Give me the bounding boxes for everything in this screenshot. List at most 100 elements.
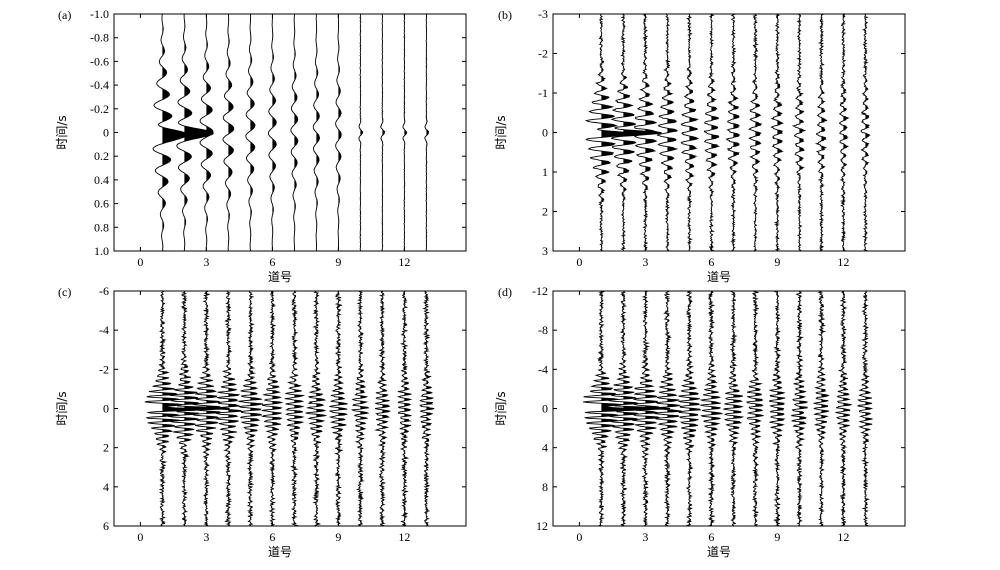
traces (152, 14, 430, 251)
y-tick-label: 0 (542, 126, 548, 140)
trace-13 (857, 291, 874, 526)
trace-3 (630, 291, 660, 526)
y-tick-label: -0.2 (90, 102, 109, 116)
y-tick-label: -0.4 (90, 78, 109, 92)
trace-11 (380, 14, 386, 251)
panel-c: (c) -6 -4 -2 0 2 4 6 0 3 6 9 12 道号 时间/s (55, 284, 467, 559)
trace-4 (222, 14, 235, 251)
trace-8 (746, 291, 765, 526)
trace-fill-6 (711, 14, 719, 251)
y-tick-label: -1 (538, 86, 548, 100)
trace-11 (814, 14, 828, 251)
y-tick-label: 0 (542, 402, 548, 416)
trace-7 (725, 14, 740, 251)
y-tick-label: 12 (536, 519, 548, 533)
y-axis-label: 时间/s (494, 115, 508, 149)
trace-13 (418, 291, 435, 526)
y-tick-label: -8 (538, 323, 548, 337)
x-tick-label: 12 (398, 530, 410, 544)
y-tick-label: 4 (103, 480, 109, 494)
y-tick-label: -4 (99, 323, 109, 337)
x-tick-label: 9 (774, 255, 780, 269)
x-tick-label: 6 (269, 530, 275, 544)
x-tick-label: 12 (837, 530, 849, 544)
trace-9 (770, 14, 784, 251)
trace-fill-9 (338, 14, 342, 251)
y-tick-label: 0.2 (94, 149, 109, 163)
trace-10 (791, 14, 807, 251)
trace-3 (633, 14, 658, 251)
trace-7 (284, 291, 306, 526)
y-tick-label: 1.0 (94, 244, 109, 258)
trace-6 (699, 291, 724, 526)
panel-label: (b) (498, 8, 512, 22)
trace-10 (351, 291, 370, 526)
y-tick-label: -3 (538, 7, 548, 21)
y-tick-label: -1.0 (90, 7, 109, 21)
y-tick-label: 4 (542, 441, 548, 455)
y-tick-label: 2 (103, 441, 109, 455)
trace-fill-1 (601, 291, 642, 526)
trace-12 (835, 291, 853, 526)
x-axis-label: 道号 (707, 545, 731, 559)
y-tick-label: -2 (99, 362, 109, 376)
trace-8 (312, 14, 320, 251)
trace-fill-2 (184, 14, 214, 251)
trace-fill-2 (623, 14, 662, 251)
x-tick-label: 0 (576, 255, 582, 269)
x-tick-label: 0 (137, 530, 143, 544)
y-tick-label: 0 (103, 402, 109, 416)
traces (583, 291, 874, 526)
trace-fill-5 (689, 14, 698, 251)
trace-1 (152, 14, 189, 251)
trace-fill-13 (426, 14, 429, 251)
trace-fill-5 (250, 14, 256, 251)
x-tick-label: 3 (203, 530, 209, 544)
y-tick-label: 6 (103, 519, 109, 533)
trace-fill-3 (206, 14, 213, 251)
trace-13 (424, 14, 430, 251)
trace-12 (838, 14, 850, 251)
y-tick-label: -4 (538, 362, 548, 376)
trace-5 (678, 291, 702, 526)
x-tick-label: 9 (335, 255, 341, 269)
trace-10 (358, 14, 364, 251)
trace-4 (653, 291, 682, 526)
x-axis-label: 道号 (268, 270, 292, 284)
trace-2 (610, 14, 662, 251)
x-tick-label: 9 (774, 530, 780, 544)
panel-label: (a) (58, 8, 71, 22)
trace-10 (791, 291, 809, 526)
trace-12 (402, 14, 408, 251)
panel-a: (a) -1.0 -0.8 -0.6 -0.4 -0.2 0 0.2 0.4 0.6 0.8 1.0 0… (55, 7, 467, 284)
panel-label: (c) (58, 285, 71, 299)
trace-fill-1 (162, 14, 188, 251)
traces (584, 14, 871, 251)
x-tick-label: 3 (642, 255, 648, 269)
trace-3 (199, 14, 214, 251)
y-tick-label: 0.6 (94, 197, 109, 211)
trace-7 (290, 14, 299, 251)
trace-8 (747, 14, 763, 251)
x-tick-label: 12 (398, 255, 410, 269)
y-tick-label: -12 (532, 284, 548, 298)
trace-9 (768, 291, 786, 526)
trace-3 (191, 291, 222, 526)
trace-5 (237, 291, 264, 526)
x-axis-label: 道号 (268, 545, 292, 559)
trace-7 (723, 291, 745, 526)
trace-fill-9 (777, 14, 783, 251)
y-tick-label: -0.6 (90, 54, 109, 68)
trace-fill-10 (360, 14, 363, 251)
trace-11 (374, 291, 391, 526)
trace-fill-13 (865, 291, 873, 526)
trace-6 (261, 291, 284, 526)
trace-fill-12 (404, 14, 407, 251)
trace-fill-11 (382, 291, 390, 526)
panel-label: (d) (498, 285, 512, 299)
x-tick-label: 12 (837, 255, 849, 269)
trace-fill-8 (755, 291, 763, 526)
traces (144, 291, 435, 526)
trace-4 (214, 291, 243, 526)
